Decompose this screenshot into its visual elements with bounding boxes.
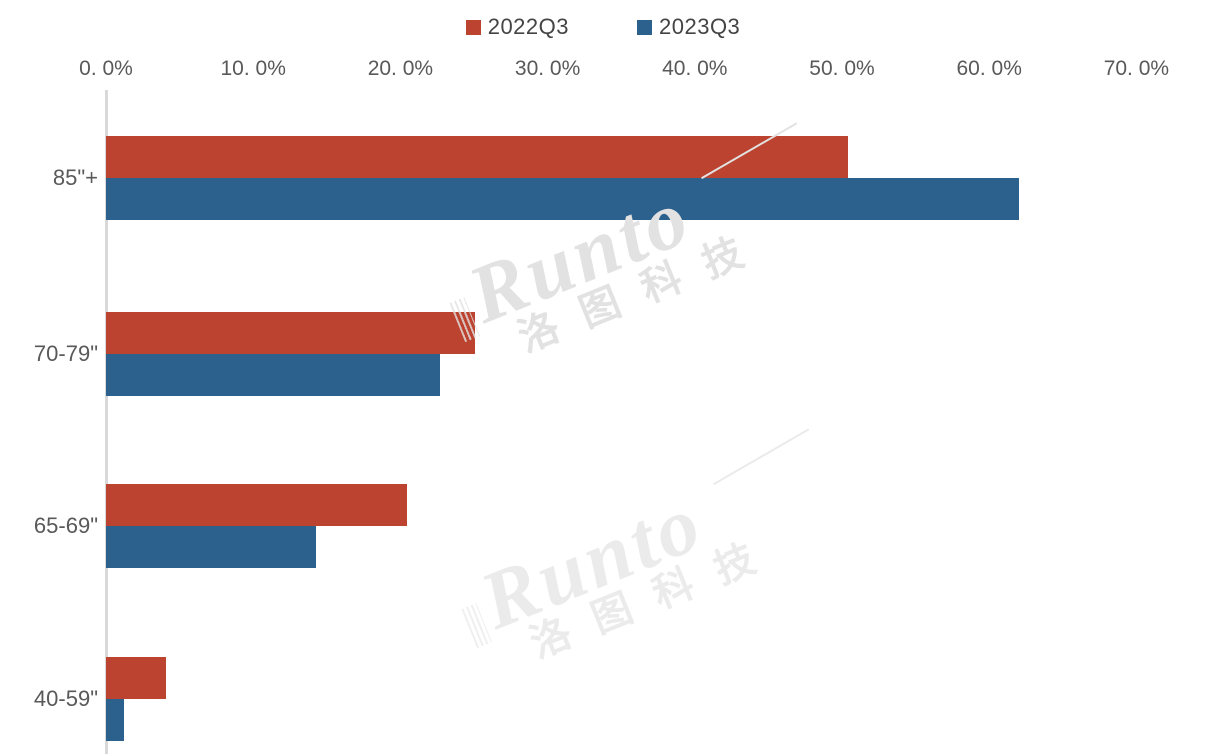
x-tick-label: 40. 0% [662,57,728,80]
watermark-hatch [461,602,492,648]
x-tick-label: 10. 0% [220,57,286,80]
category-label: 85"+ [52,165,98,190]
legend-swatch-icon [465,19,481,35]
x-tick-label: 50. 0% [809,57,875,80]
legend-label: 2023Q3 [659,14,741,39]
watermark-brand-cn: 洛图科技 [512,220,774,361]
x-tick-label: 60. 0% [956,57,1022,80]
bar-2022q3-6569 [106,484,408,526]
legend-item-2022q3: 2022Q3 [465,14,569,40]
bar-2023q3-7079 [106,354,440,396]
bar-2023q3-4059 [106,699,124,741]
runto-watermark: Runto 洛图科技 [449,428,810,689]
x-tick-label: 70. 0% [1103,57,1170,80]
bar-2022q3-85+ [106,136,849,178]
category-label: 70-79" [33,341,98,366]
chart-legend: 2022Q3 2023Q3 [0,14,1206,40]
legend-label: 2022Q3 [487,14,569,39]
bar-2023q3-6569 [106,526,317,568]
x-tick-label: 30. 0% [514,57,581,80]
bar-2023q3-85+ [106,178,1019,220]
x-tick-label: 0. 0% [79,57,133,80]
category-label: 65-69" [33,513,98,538]
watermark-brand-text: Runto [468,476,716,647]
bar-2022q3-7079 [106,312,475,354]
legend-item-2023q3: 2023Q3 [637,14,740,40]
legend-swatch-icon [637,19,652,35]
watermark-brand-cn: 洛图科技 [524,526,786,667]
x-tick-label: 20. 0% [367,57,434,80]
category-label: 40-59" [33,686,98,711]
watermark-tail-line [713,428,810,486]
bar-2022q3-4059 [106,657,167,699]
y-axis-line [105,90,108,754]
